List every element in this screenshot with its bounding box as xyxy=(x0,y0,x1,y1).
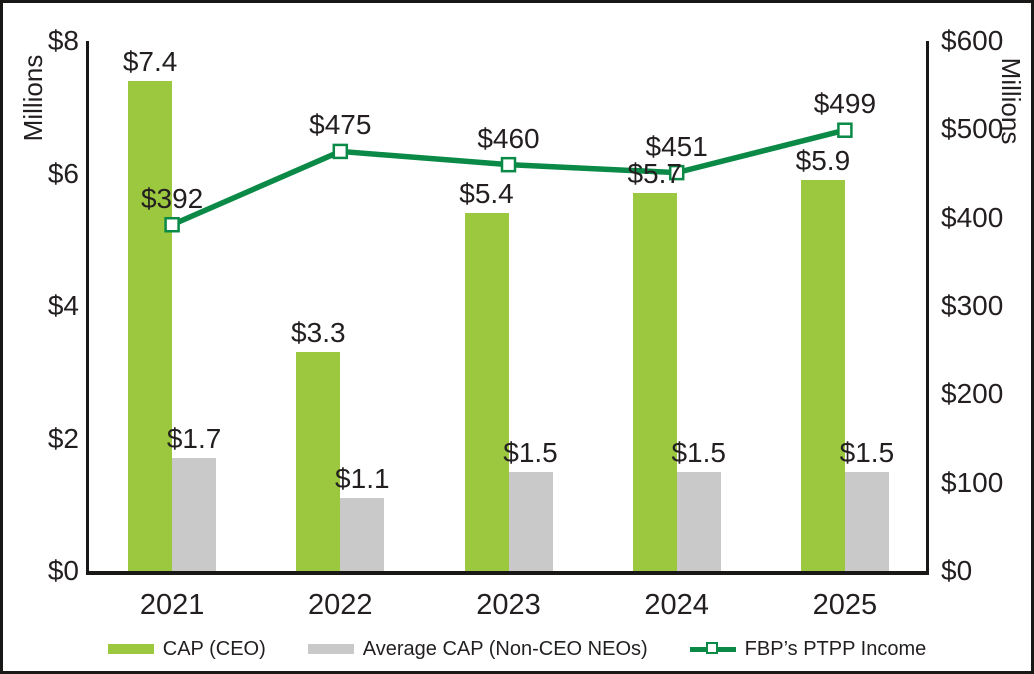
x-axis-label-year: 2025 xyxy=(812,589,878,621)
legend-item: CAP (CEO) xyxy=(107,637,266,661)
bar-label-avg-cap: $1.1 xyxy=(335,463,390,495)
x-axis-label-year: 2024 xyxy=(644,589,709,621)
right-axis-line xyxy=(926,41,929,575)
line-marker xyxy=(668,164,685,181)
left-axis-tick: $4 xyxy=(47,290,79,321)
legend-item: Average CAP (Non-CEO NEOs) xyxy=(307,637,648,661)
line-label-ptpp: $460 xyxy=(477,122,540,154)
bar-cap-ceo xyxy=(464,213,509,571)
bar-avg-cap-neo xyxy=(508,471,553,571)
legend-line-marker xyxy=(705,642,718,654)
legend-label: FBP’s PTPP Income xyxy=(744,638,927,660)
legend-item: FBP’s PTPP Income xyxy=(689,637,927,661)
bar-avg-cap-neo xyxy=(844,471,889,571)
right-axis-tick: $600 xyxy=(941,25,1004,56)
bar-avg-cap-neo xyxy=(172,458,217,571)
bar-label-avg-cap: $1.5 xyxy=(839,436,895,468)
left-axis-tick: $0 xyxy=(47,555,79,586)
ptpp-income-line xyxy=(164,122,853,233)
right-axis-tick: $0 xyxy=(941,555,973,586)
bar-avg-cap-neo xyxy=(676,471,721,571)
bar-label-avg-cap: $1.5 xyxy=(503,436,558,468)
line-marker xyxy=(164,216,180,233)
bar-label-cap-ceo: $5.7 xyxy=(627,158,682,190)
x-axis-label-year: 2022 xyxy=(308,589,373,621)
x-axis-label-year: 2023 xyxy=(476,589,541,621)
bar-label-cap-ceo: $5.9 xyxy=(795,145,851,177)
bar-cap-ceo xyxy=(128,80,173,571)
right-axis-tick: $500 xyxy=(941,113,1004,145)
line-label-ptpp: $475 xyxy=(309,109,372,141)
legend-swatch-ptpp-line xyxy=(689,641,736,657)
left-axis-tick: $8 xyxy=(47,25,79,56)
legend-label: Average CAP (Non-CEO NEOs) xyxy=(362,638,648,660)
right-axis-tick: $400 xyxy=(941,201,1004,233)
legend: CAP (CEO) Average CAP (Non-CEO NEOs) FBP’s… xyxy=(3,637,1031,661)
bar-label-cap-ceo: $3.3 xyxy=(291,317,346,349)
right-axis-tick: $200 xyxy=(941,378,1004,410)
bar-label-avg-cap: $1.7 xyxy=(166,423,222,455)
line-label-ptpp: $392 xyxy=(140,182,204,214)
line-marker xyxy=(332,143,349,160)
legend-label: CAP (CEO) xyxy=(162,638,266,660)
line-marker xyxy=(837,122,853,138)
bar-avg-cap-neo xyxy=(340,498,385,571)
bar-label-cap-ceo: $7.4 xyxy=(122,45,178,77)
bar-cap-ceo xyxy=(632,193,677,571)
legend-swatch-cap-ceo xyxy=(107,644,154,654)
left-axis-line xyxy=(86,41,89,575)
bar-label-avg-cap: $1.5 xyxy=(671,436,726,468)
x-axis-label-year: 2021 xyxy=(139,589,205,621)
right-axis-tick: $100 xyxy=(941,466,1004,498)
line-marker xyxy=(500,156,517,173)
line-label-ptpp: $451 xyxy=(645,130,708,162)
legend-swatch-avg-cap xyxy=(307,644,354,654)
bar-cap-ceo xyxy=(800,180,845,571)
right-axis-tick: $300 xyxy=(941,290,1004,321)
line-label-ptpp: $499 xyxy=(813,88,877,120)
left-axis-tick: $2 xyxy=(47,422,79,454)
bottom-axis-line xyxy=(86,571,929,575)
plot-area: $7.4 $3.3 $5.4 $5.7 $5.9 $1.7 $1.1 $1.5 $1.5 $1.5… xyxy=(88,41,929,571)
left-axis-tick: $6 xyxy=(47,157,79,189)
bar-cap-ceo xyxy=(296,352,341,571)
bar-label-cap-ceo: $5.4 xyxy=(459,178,514,210)
